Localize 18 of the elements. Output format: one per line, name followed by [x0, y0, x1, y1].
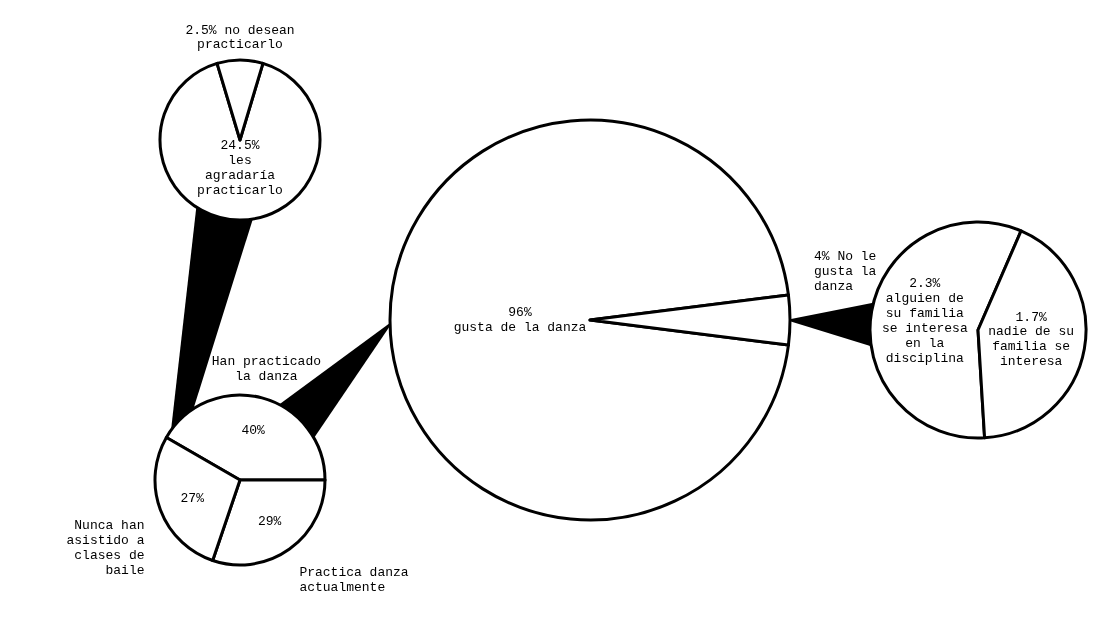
data-label: 27%: [180, 490, 205, 506]
pie-slice: [388, 118, 790, 522]
slice-label: les agradaría practicarlo: [197, 153, 283, 198]
data-label: 96%: [508, 305, 532, 321]
slice-label: Han practicado la danza: [211, 353, 322, 384]
data-label: 24.5%: [220, 138, 260, 154]
slice-label: Practica danza actualmente: [299, 564, 409, 595]
pie-slice: [158, 61, 322, 222]
data-label: 1.7%: [1015, 309, 1047, 325]
slice-label: Nunca han asistido a clases de baile: [66, 517, 145, 578]
slice-label: alguien de su familia se interesa en la disciplina: [881, 290, 968, 366]
slice-label: gusta de la danza: [453, 320, 587, 336]
data-label: 40%: [241, 423, 266, 439]
slice-label: 2.5% no desean practicarlo: [185, 22, 295, 53]
slice-label: nadie de su familia se interesa: [988, 324, 1075, 370]
data-label: 29%: [258, 514, 282, 530]
data-label: 2.3%: [909, 275, 941, 291]
slice-label: 4% No le gusta la danza: [814, 249, 877, 295]
